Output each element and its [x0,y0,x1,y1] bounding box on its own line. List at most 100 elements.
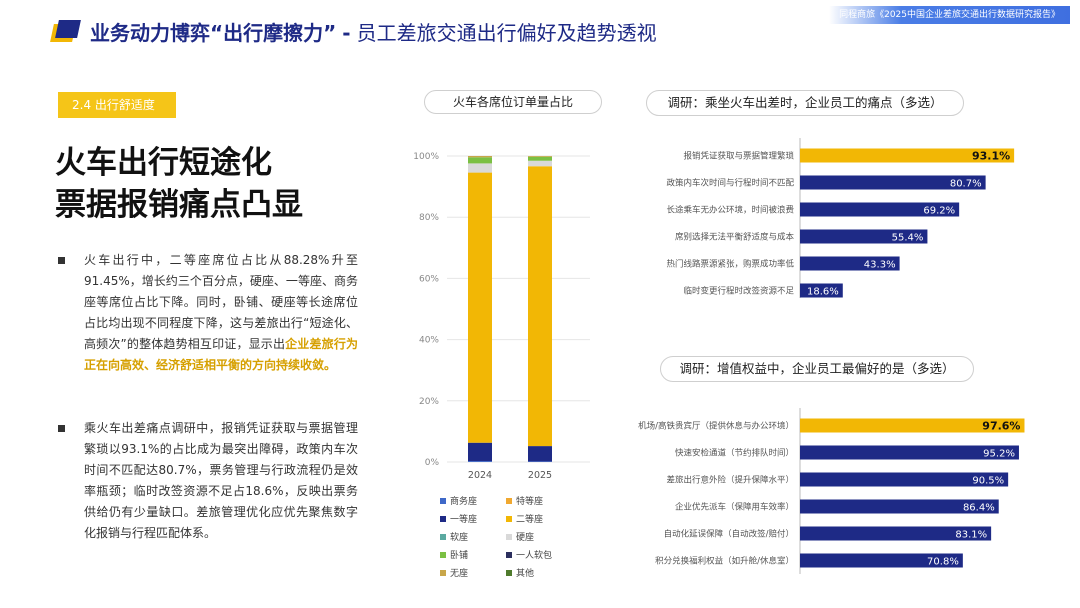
bar-segment [528,446,552,462]
bar [800,526,992,541]
value-label: 55.4% [892,233,924,244]
bar-segment [468,172,492,443]
value-label: 18.6% [807,287,839,298]
category-label: 企业优先派车（保障用车效率） [675,502,794,513]
legend-swatch [440,534,446,540]
value-label: 43.3% [864,260,896,271]
bar [800,553,963,568]
legend-item: 商务座 [440,494,477,507]
bar [800,256,900,271]
legend-label: 一等座 [450,515,478,525]
bar [800,175,986,190]
legend-swatch [440,516,446,522]
value-label: 95.2% [983,449,1015,460]
y-tick-label: 0% [425,458,440,468]
value-label: 97.6% [982,420,1020,433]
seat-share-chart-title: 火车各席位订单量占比 [424,90,602,114]
x-tick-label: 2025 [528,470,552,480]
value-label: 90.5% [972,476,1004,487]
legend-label: 软座 [450,533,469,543]
bar-segment [528,166,552,447]
header: 业务动力博弈“出行摩擦力” - 员工差旅交通出行偏好及趋势透视 同程商旅《2025中… [0,0,1080,60]
legend-label: 特等座 [516,497,544,507]
value-label: 69.2% [923,206,955,217]
benefit-chart: 机场/高铁贵宾厅（提供休息与办公环境） 97.6% 快速安检通道（节约排队时间） 95… [638,408,1025,574]
paragraph-1: 火车出行中，二等座席位占比从88.28%升至91.45%，增长约三个百分点，硬座… [58,250,358,376]
bullet-icon [58,425,65,432]
category-label: 长途乘车无办公环境，时间被浪费 [666,205,794,216]
bar-segment [468,163,492,173]
bar-segment [468,461,492,462]
y-tick-label: 40% [419,336,439,346]
seat-share-chart: 0% 20% 40% 60% 80% 100% 2024 2025 [413,152,590,480]
legend-label: 商务座 [450,497,478,507]
bar [800,445,1019,460]
category-label: 机场/高铁贵宾厅（提供休息与办公环境） [638,421,794,432]
bar [800,148,1015,163]
value-label: 83.1% [955,530,987,541]
section-title-line1: 火车出行短途化 [55,145,272,181]
benefit-chart-title: 调研：增值权益中，企业员工最偏好的是（多选） [660,356,974,382]
section-title-line2: 票据报销痛点凸显 [55,187,303,223]
bar-segment [528,156,552,161]
category-label: 积分兑换福利权益（如升舱/休息室） [655,556,794,567]
legend-swatch [506,570,512,576]
page-subtitle: 员工差旅交通出行偏好及趋势透视 [356,21,657,45]
y-tick-label: 60% [419,274,439,284]
category-label: 自动化延误保障（自动改签/赔付） [664,529,794,540]
legend-label: 硬座 [516,533,535,543]
legend-swatch [506,534,512,540]
bar [800,418,1025,433]
section-tag-label: 2.4 出行舒适度 [72,98,155,112]
category-label: 临时变更行程时改签资源不足 [683,286,794,297]
legend-label: 一人软包 [516,551,553,561]
paragraph-2-text: 乘火车出差痛点调研中，报销凭证获取与票据管理繁琐以93.1%的占比成为最突出障碍… [84,421,358,540]
value-label: 70.8% [927,557,959,568]
bar-segment [468,442,492,462]
category-label: 政策内车次时间与行程时间不匹配 [666,178,794,189]
category-label: 报销凭证获取与票据管理繁琐 [683,151,794,162]
legend-item: 一等座 [440,512,477,525]
legend-item: 无座 [440,566,468,579]
section-tag: 2.4 出行舒适度 [58,92,176,118]
legend-label: 二等座 [516,515,544,525]
bullet-icon [58,257,65,264]
value-label: 86.4% [963,503,995,514]
legend-swatch [440,498,446,504]
source-tag: 同程商旅《2025中国企业差旅交通出行数据研究报告》 [829,6,1070,24]
category-label: 快速安检通道（节约排队时间） [675,448,794,459]
paragraph-1-highlight: 企业差旅行为正在向高效、经济舒适相平衡的方向持续收敛。 [84,337,358,372]
section-title: 火车出行短途化 票据报销痛点凸显 [55,142,303,226]
bar [800,499,999,514]
legend-item: 二等座 [506,512,543,525]
value-label: 93.1% [972,150,1010,163]
bar [800,283,843,298]
pain-points-chart-title: 调研：乘坐火车出差时，企业员工的痛点（多选） [646,90,964,116]
legend-swatch [440,552,446,558]
legend-swatch [506,498,512,504]
legend-swatch [506,552,512,558]
paragraph-1-text: 火车出行中，二等座席位占比从88.28%升至91.45%，增长约三个百分点，硬座… [84,253,358,351]
bar [800,472,1009,487]
legend-item: 硬座 [506,530,534,543]
legend-swatch [506,516,512,522]
bar-segment [528,461,552,462]
title-separator: - [342,21,351,45]
paragraph-2: 乘火车出差痛点调研中，报销凭证获取与票据管理繁琐以93.1%的占比成为最突出障碍… [58,418,358,544]
bar-segment [468,157,492,164]
legend-item: 其他 [506,566,534,579]
y-tick-label: 20% [419,397,439,407]
x-tick-label: 2024 [468,470,492,480]
bar-segment [528,160,552,167]
y-tick-label: 100% [413,152,439,162]
y-tick-label: 80% [419,213,439,223]
logo-icon [50,20,81,42]
legend-label: 其他 [516,569,535,579]
page-title-main: 业务动力博弈“出行摩擦力” [90,21,337,45]
legend-item: 特等座 [506,494,543,507]
legend-item: 一人软包 [506,548,552,561]
value-label: 80.7% [950,179,982,190]
bar-segment [468,156,492,158]
category-label: 席别选择无法平衡舒适度与成本 [675,232,795,243]
legend-label: 无座 [450,569,469,579]
